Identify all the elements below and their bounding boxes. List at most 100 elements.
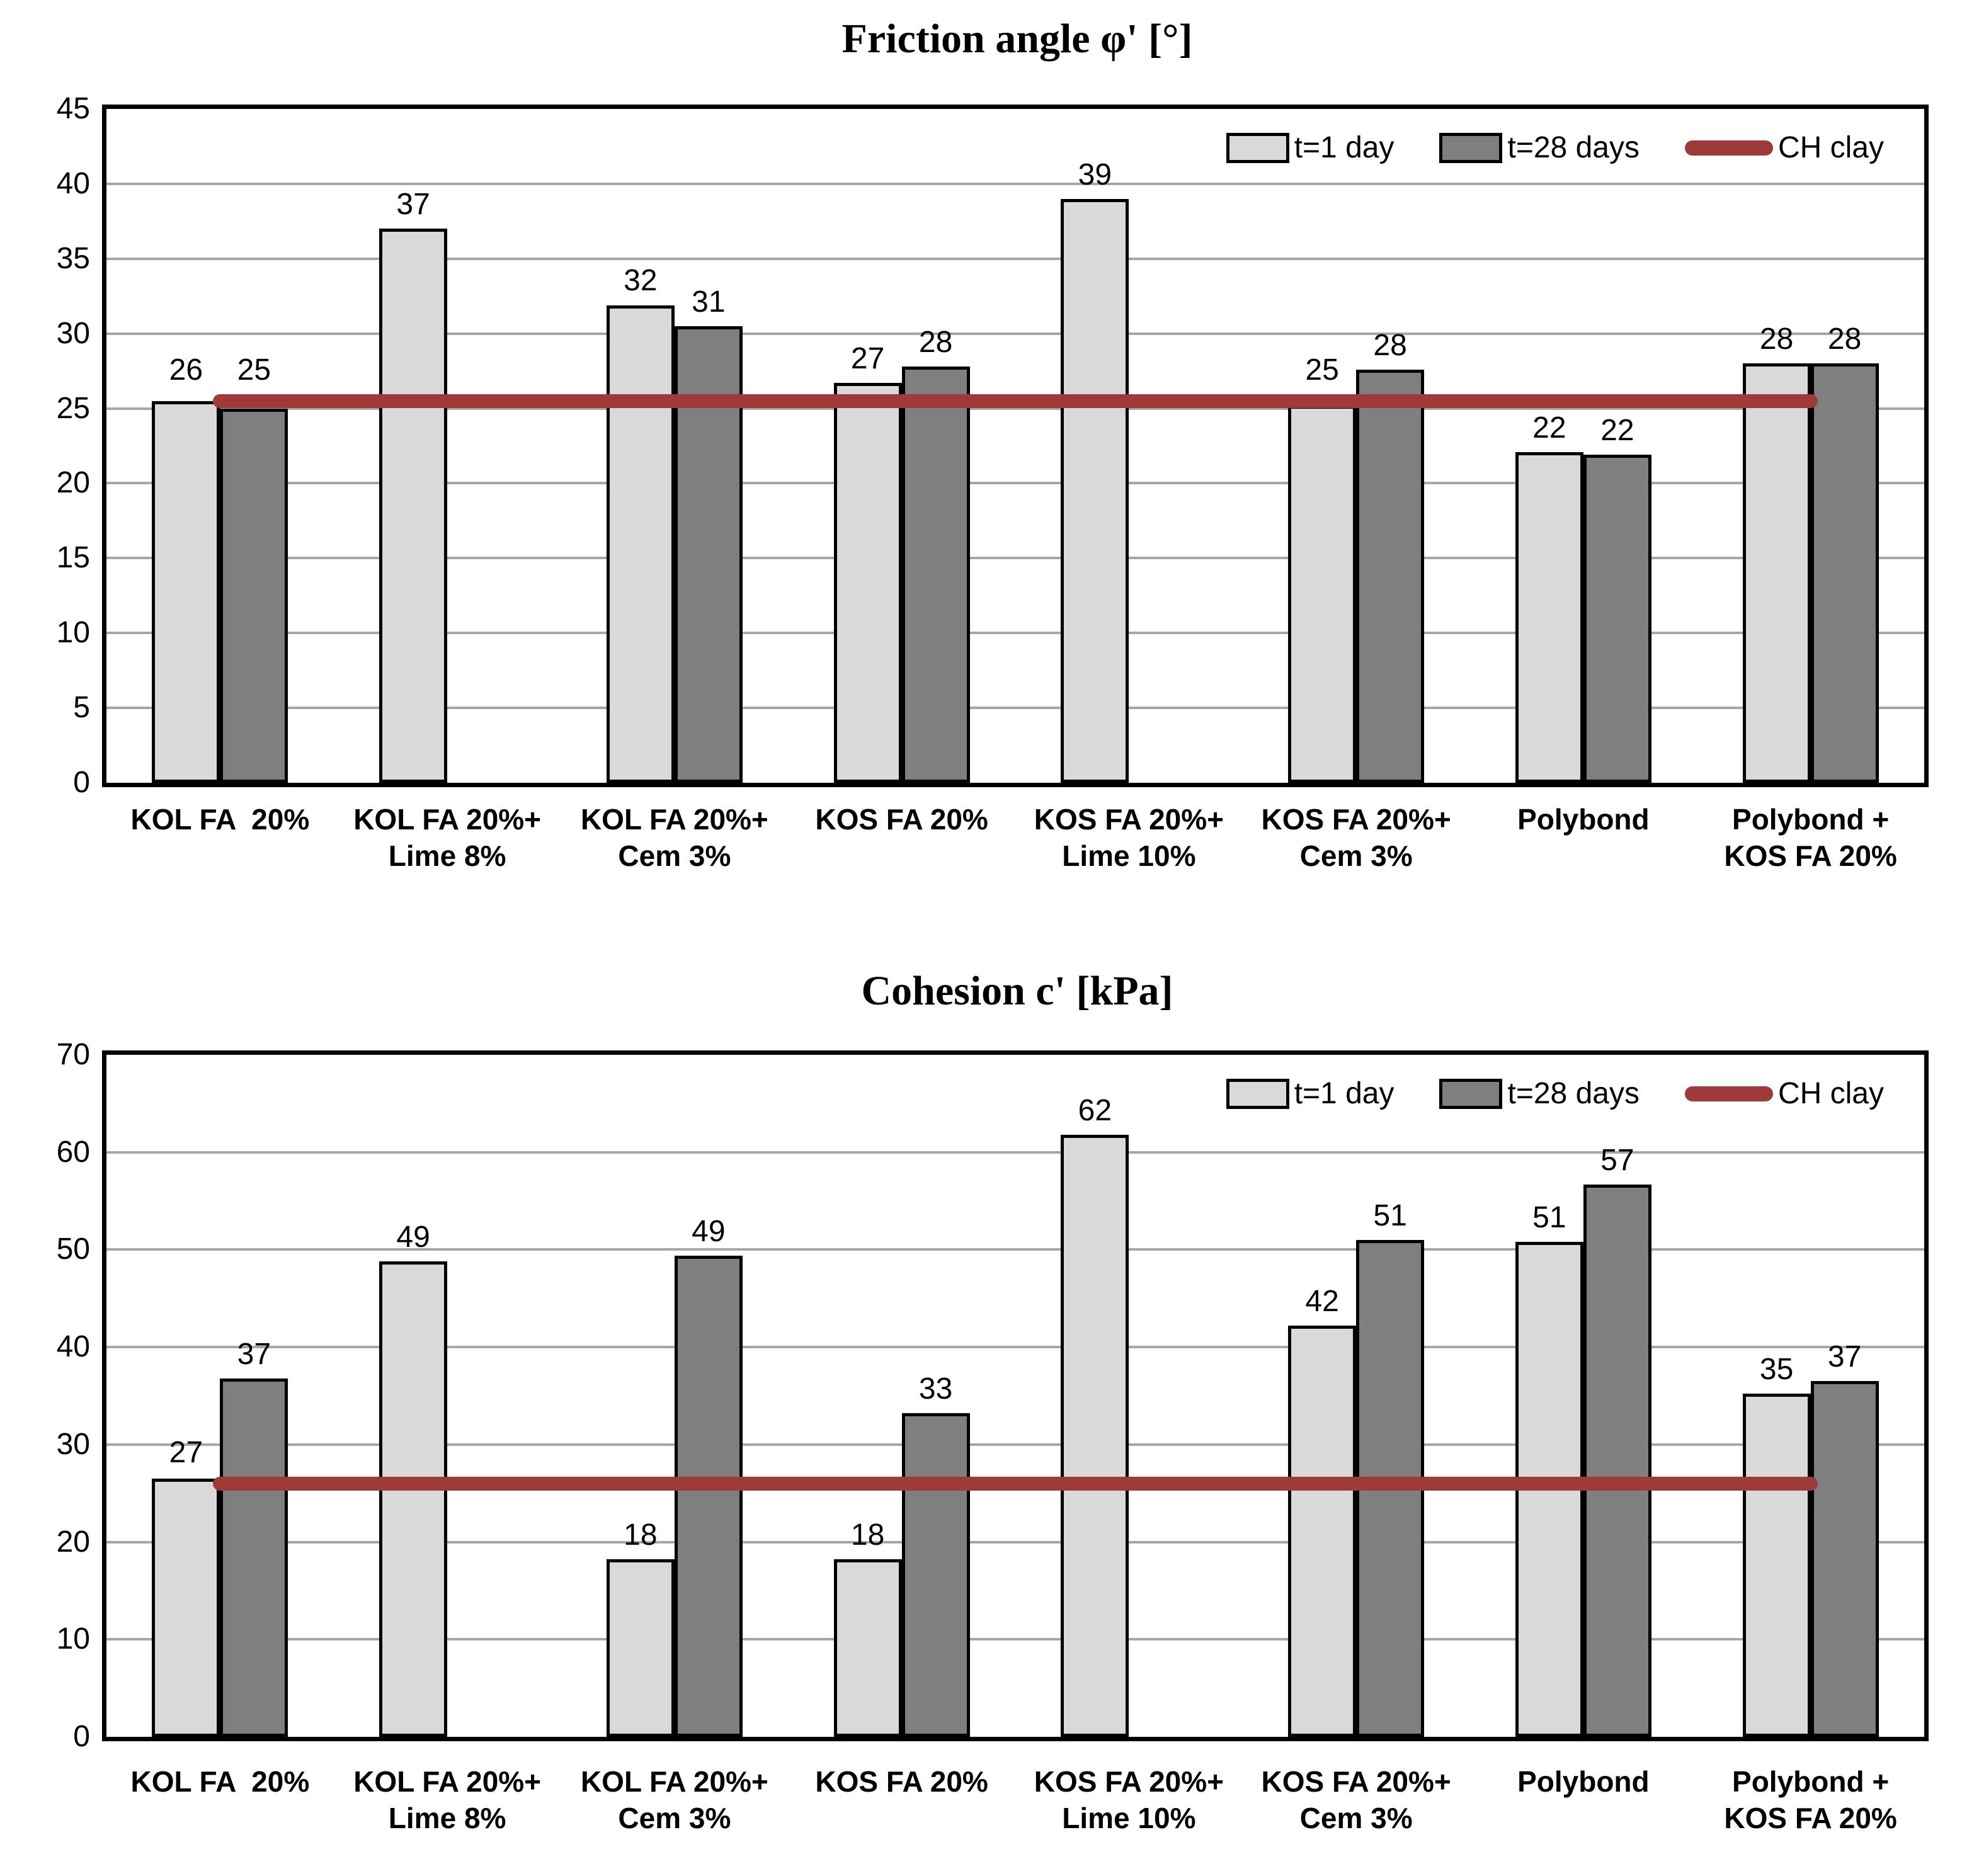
x-category-label: KOS FA 20%+ Cem 3% — [1261, 803, 1451, 872]
bar-t-28-days — [901, 366, 970, 783]
x-category-label: KOS FA 20%+ Cem 3% — [1261, 1765, 1451, 1834]
bar-t-1-day — [1288, 1326, 1357, 1737]
y-tick-label: 0 — [73, 766, 90, 799]
bar-t-1-day — [1061, 198, 1129, 783]
x-category-label: Polybond — [1517, 1765, 1650, 1798]
bar-value-label: 28 — [1759, 322, 1794, 356]
cohesion-chart-title: Cohesion c' [kPa] — [861, 968, 1173, 1014]
y-tick-label: 30 — [56, 1427, 90, 1461]
bar-value-label: 28 — [918, 325, 953, 359]
x-category-label: KOL FA 20%+ Lime 8% — [353, 1765, 542, 1834]
bar-t-1-day — [833, 1559, 902, 1737]
ch-clay-reference-line — [213, 394, 1818, 408]
x-category-label: KOL FA 20% — [130, 1765, 310, 1798]
bar-t-1-day — [379, 229, 448, 783]
y-tick-label: 10 — [56, 616, 90, 650]
bar-value-label: 49 — [692, 1214, 726, 1248]
bar-value-label: 28 — [1827, 322, 1862, 356]
bar-value-label: 32 — [624, 264, 658, 298]
friction-chart-title: Friction angle φ' [°] — [841, 16, 1193, 62]
bar-value-label: 57 — [1600, 1143, 1634, 1177]
bar-t-1-day — [1742, 1394, 1811, 1737]
bar-value-label: 62 — [1078, 1093, 1112, 1127]
legend-ch-clay-line-icon — [1684, 140, 1773, 156]
gridline — [106, 1540, 1924, 1543]
x-category-label: KOS FA 20%+ Lime 10% — [1034, 1765, 1224, 1834]
x-category-label: Polybond + KOS FA 20% — [1724, 1765, 1897, 1834]
cohesion-plot-area: t=1 day t=28 days CH clay 27 49 18 18 62 42 51… — [102, 1050, 1929, 1741]
bar-t-28-days — [220, 1378, 288, 1737]
gridline — [106, 182, 1924, 185]
bar-t-1-day — [152, 1479, 220, 1737]
legend-t28-days-swatch — [1439, 132, 1503, 163]
gridline — [106, 632, 1924, 635]
bar-value-label: 26 — [169, 353, 203, 387]
y-tick-label: 0 — [73, 1720, 90, 1753]
friction-y-axis-labels: 0 5 10 15 20 25 30 35 40 45 — [0, 92, 90, 799]
y-tick-label: 20 — [56, 1525, 90, 1559]
bar-t-1-day — [833, 383, 902, 783]
legend-ch-clay-label: CH clay — [1777, 1077, 1884, 1110]
friction-legend: t=1 day t=28 days CH clay — [1226, 130, 1884, 165]
cohesion-legend: t=1 day t=28 days CH clay — [1226, 1076, 1884, 1111]
bar-t-28-days — [1810, 1381, 1879, 1737]
ch-clay-reference-line — [213, 1476, 1818, 1491]
gridline — [106, 1638, 1924, 1641]
gridline — [106, 1248, 1924, 1251]
y-tick-label: 60 — [56, 1135, 90, 1169]
legend-t1-day-swatch — [1226, 132, 1289, 163]
gridline — [106, 1346, 1924, 1349]
bar-value-label: 51 — [1532, 1201, 1566, 1235]
legend-t1-day-swatch — [1226, 1078, 1289, 1109]
y-tick-label: 20 — [56, 466, 90, 500]
y-tick-label: 70 — [56, 1038, 90, 1071]
bar-t-28-days — [674, 1255, 743, 1737]
bar-value-label: 25 — [237, 353, 271, 387]
gridline — [106, 707, 1924, 710]
x-category-label: KOS FA 20%+ Lime 10% — [1034, 803, 1224, 872]
y-tick-label: 15 — [56, 541, 90, 575]
y-tick-label: 45 — [56, 92, 90, 125]
x-category-label: KOS FA 20% — [815, 1765, 988, 1798]
bar-t-1-day — [606, 1559, 675, 1737]
legend-ch-clay-label: CH clay — [1777, 131, 1884, 164]
bar-value-label: 39 — [1078, 157, 1112, 191]
legend-t1-day-label: t=1 day — [1294, 131, 1395, 164]
bar-value-label: 18 — [624, 1518, 658, 1552]
bar-t-1-day — [1742, 363, 1811, 783]
bar-value-label: 42 — [1305, 1285, 1339, 1319]
bar-value-label: 33 — [918, 1372, 953, 1406]
x-category-label: Polybond + KOS FA 20% — [1724, 803, 1897, 872]
y-tick-label: 10 — [56, 1622, 90, 1656]
bar-value-label: 35 — [1759, 1353, 1794, 1387]
bar-value-label: 27 — [169, 1435, 203, 1469]
bar-t-28-days — [901, 1413, 970, 1737]
bar-t-28-days — [1583, 1184, 1651, 1737]
bar-value-label: 25 — [1305, 353, 1339, 387]
y-tick-label: 25 — [56, 391, 90, 425]
y-tick-label: 50 — [56, 1232, 90, 1266]
y-tick-label: 40 — [56, 166, 90, 200]
y-tick-label: 30 — [56, 316, 90, 350]
bar-value-label: 31 — [692, 285, 726, 319]
bar-value-label: 51 — [1373, 1198, 1407, 1232]
legend-t1-day-label: t=1 day — [1294, 1077, 1395, 1110]
bar-value-label: 37 — [237, 1337, 271, 1371]
x-category-label: KOL FA 20% — [130, 803, 310, 836]
bar-value-label: 28 — [1373, 328, 1407, 362]
cohesion-y-axis-labels: 0 10 20 30 40 50 60 70 — [0, 1038, 90, 1753]
bar-t-28-days — [1583, 455, 1651, 783]
bar-t-28-days — [220, 408, 288, 783]
bar-t-28-days — [1356, 369, 1425, 783]
x-category-label: KOS FA 20% — [815, 803, 988, 836]
bar-value-label: 37 — [396, 188, 430, 222]
bar-t-1-day — [379, 1261, 448, 1737]
gridline — [106, 407, 1924, 410]
bar-t-1-day — [1061, 1134, 1129, 1737]
legend-t28-days-label: t=28 days — [1507, 1077, 1640, 1110]
bar-value-label: 27 — [850, 342, 885, 376]
gridline — [106, 1151, 1924, 1154]
x-category-label: KOL FA 20%+ Cem 3% — [580, 1765, 768, 1834]
y-tick-label: 35 — [56, 241, 90, 275]
